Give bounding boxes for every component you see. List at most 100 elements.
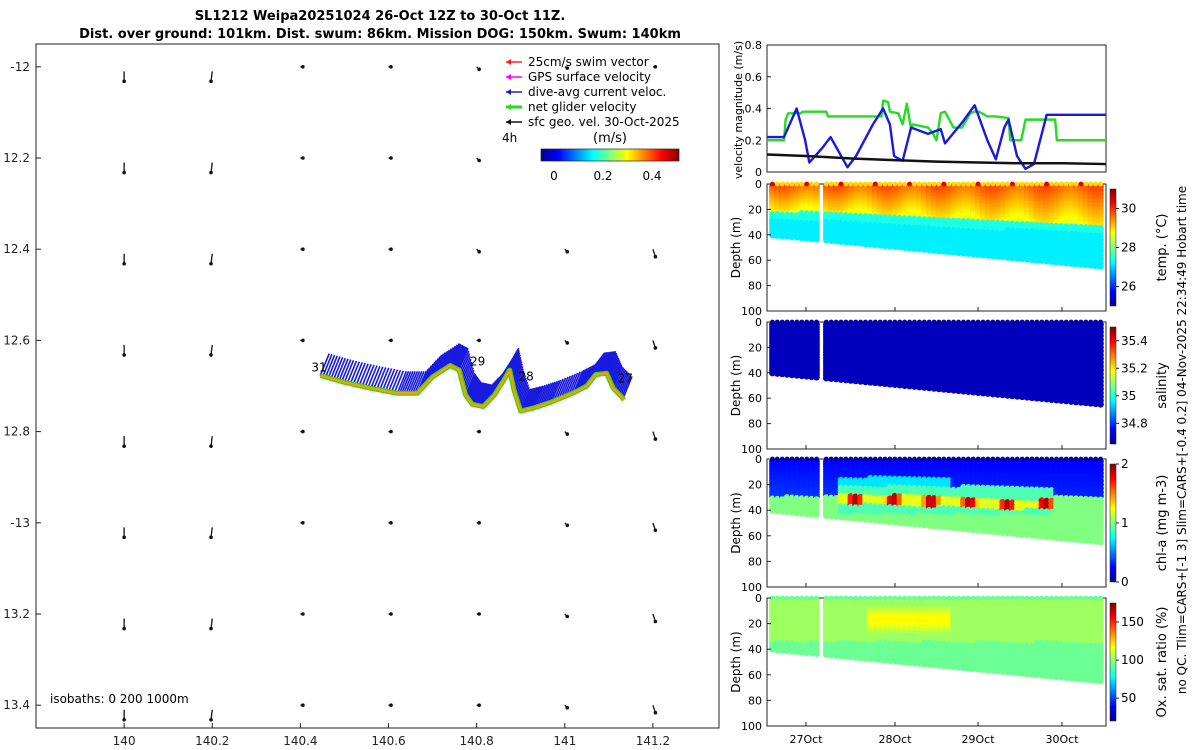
dive-avg-vector	[475, 382, 486, 406]
geo-vector-head	[389, 703, 393, 707]
dive-avg-vector	[470, 379, 481, 403]
salinity-sample	[916, 383, 923, 391]
salinity-sample	[1009, 392, 1016, 400]
geo-vector-head	[122, 261, 126, 266]
salinity-sample	[955, 387, 962, 395]
salinity-colorbar	[1109, 326, 1117, 445]
dive-avg-vector	[358, 363, 369, 386]
temperature-sample	[1048, 258, 1055, 265]
dive-avg-vector	[596, 352, 607, 375]
geo-vector-head	[122, 79, 126, 84]
chla-surface-sample	[965, 456, 971, 462]
geo-vector-head	[301, 521, 305, 525]
geo-vector-head	[209, 261, 213, 266]
temperature-sample	[906, 244, 913, 252]
chla-surface-sample	[985, 456, 991, 462]
temperature-surface-sample	[912, 181, 917, 187]
velocity-y-tick-label: 0.8	[745, 39, 763, 52]
dive-avg-vector	[542, 382, 554, 405]
dive-avg-vector	[409, 370, 421, 394]
figure-title-line1: SL1212 Weipa20251024 26-Oct 12Z to 30-Oc…	[194, 9, 566, 24]
geo-vector-head	[653, 437, 658, 441]
dive-avg-vector	[618, 372, 630, 395]
dive-avg-vector	[450, 343, 461, 367]
geo-vector-head	[301, 429, 305, 434]
map-x-tick-label: 140	[113, 734, 136, 748]
salinity-surface-sample	[1093, 319, 1099, 325]
temperature-surface-sample	[1024, 181, 1030, 187]
day-label: 27	[618, 371, 633, 385]
velocity-series-line	[767, 104, 1106, 171]
map-y-tick-label: 12.4	[3, 242, 30, 256]
temperature-surface-sample	[1088, 181, 1094, 187]
temperature-y-label: Depth (m)	[729, 217, 743, 278]
salinity-sample	[867, 379, 874, 386]
temperature-surface-sample	[1083, 181, 1089, 187]
geo-vector-head	[209, 170, 213, 175]
salinity-sample	[1043, 395, 1050, 403]
salinity-sample	[886, 380, 894, 388]
salinity-surface-sample	[774, 319, 780, 325]
salinity-surface-sample	[1019, 319, 1025, 325]
geo-vector-head	[477, 521, 481, 525]
temperature-sample	[979, 251, 987, 259]
chla-surface-sample	[897, 456, 903, 462]
temperature-sample	[1067, 260, 1075, 267]
salinity-y-tick-label: 20	[748, 341, 762, 354]
salinity-surface-sample	[970, 319, 976, 325]
dive-avg-vector	[613, 367, 625, 390]
salinity-sample	[891, 381, 899, 389]
temperature-surface-sample	[838, 181, 844, 187]
temperature-colorbar	[1109, 188, 1117, 307]
temperature-sample	[1053, 258, 1060, 266]
temperature-surface-sample	[1019, 181, 1025, 187]
geo-vector-head	[389, 156, 393, 160]
temperature-surface-sample	[823, 181, 829, 187]
salinity-surface-sample	[1034, 319, 1040, 325]
salinity-surface-sample	[1014, 319, 1020, 325]
temperature-sample	[965, 250, 972, 258]
temperature-sample	[911, 245, 918, 252]
dive-avg-vector	[481, 383, 492, 407]
temperature-y-tick-label: 20	[748, 203, 762, 216]
chla-surface-sample	[1054, 456, 1059, 462]
temperature-surface-sample	[1049, 181, 1054, 187]
chla-surface-sample	[936, 456, 942, 462]
dive-avg-vector	[546, 380, 558, 404]
salinity-sample	[984, 390, 992, 397]
chla-surface-sample	[1044, 456, 1050, 462]
temperature-surface-sample	[872, 181, 878, 187]
geo-vector-head	[477, 429, 481, 434]
dive-avg-vector	[468, 377, 480, 401]
temperature-surface-sample	[941, 181, 947, 187]
temperature-surface-sample	[1010, 181, 1015, 187]
temperature-y-tick-label: 60	[748, 254, 762, 267]
temperature-surface-sample	[882, 181, 888, 187]
geo-vector-head	[565, 249, 570, 254]
temperature-surface-sample	[970, 181, 976, 187]
dive-avg-vector	[563, 374, 574, 398]
chla-sample	[813, 511, 820, 518]
temperature-surface-sample	[1014, 181, 1020, 187]
salinity-surface-sample	[946, 319, 952, 325]
salinity-surface-sample	[926, 319, 932, 325]
salinity-surface-sample	[1083, 319, 1089, 325]
dive-avg-vector	[393, 370, 405, 394]
chla-surface-sample	[995, 456, 1001, 462]
salinity-cbar-tick-label: 34.8	[1121, 416, 1148, 430]
dive-avg-vector	[449, 343, 460, 366]
dive-avg-vector	[341, 359, 352, 382]
salinity-surface-sample	[848, 319, 854, 325]
temperature-surface-sample	[1093, 181, 1099, 187]
temperature-surface-sample	[863, 181, 868, 187]
chla-surface-sample	[1005, 456, 1010, 462]
salinity-colorbar-label: salinity	[1155, 362, 1170, 409]
temperature-sample	[1077, 261, 1085, 268]
temperature-surface-sample	[779, 181, 785, 187]
chla-surface-sample	[970, 456, 976, 462]
salinity-sample	[965, 388, 972, 396]
temperature-surface-sample	[784, 181, 790, 187]
dive-avg-vector	[567, 372, 579, 396]
temperature-surface-sample	[794, 181, 800, 187]
dive-avg-vector	[604, 351, 616, 374]
